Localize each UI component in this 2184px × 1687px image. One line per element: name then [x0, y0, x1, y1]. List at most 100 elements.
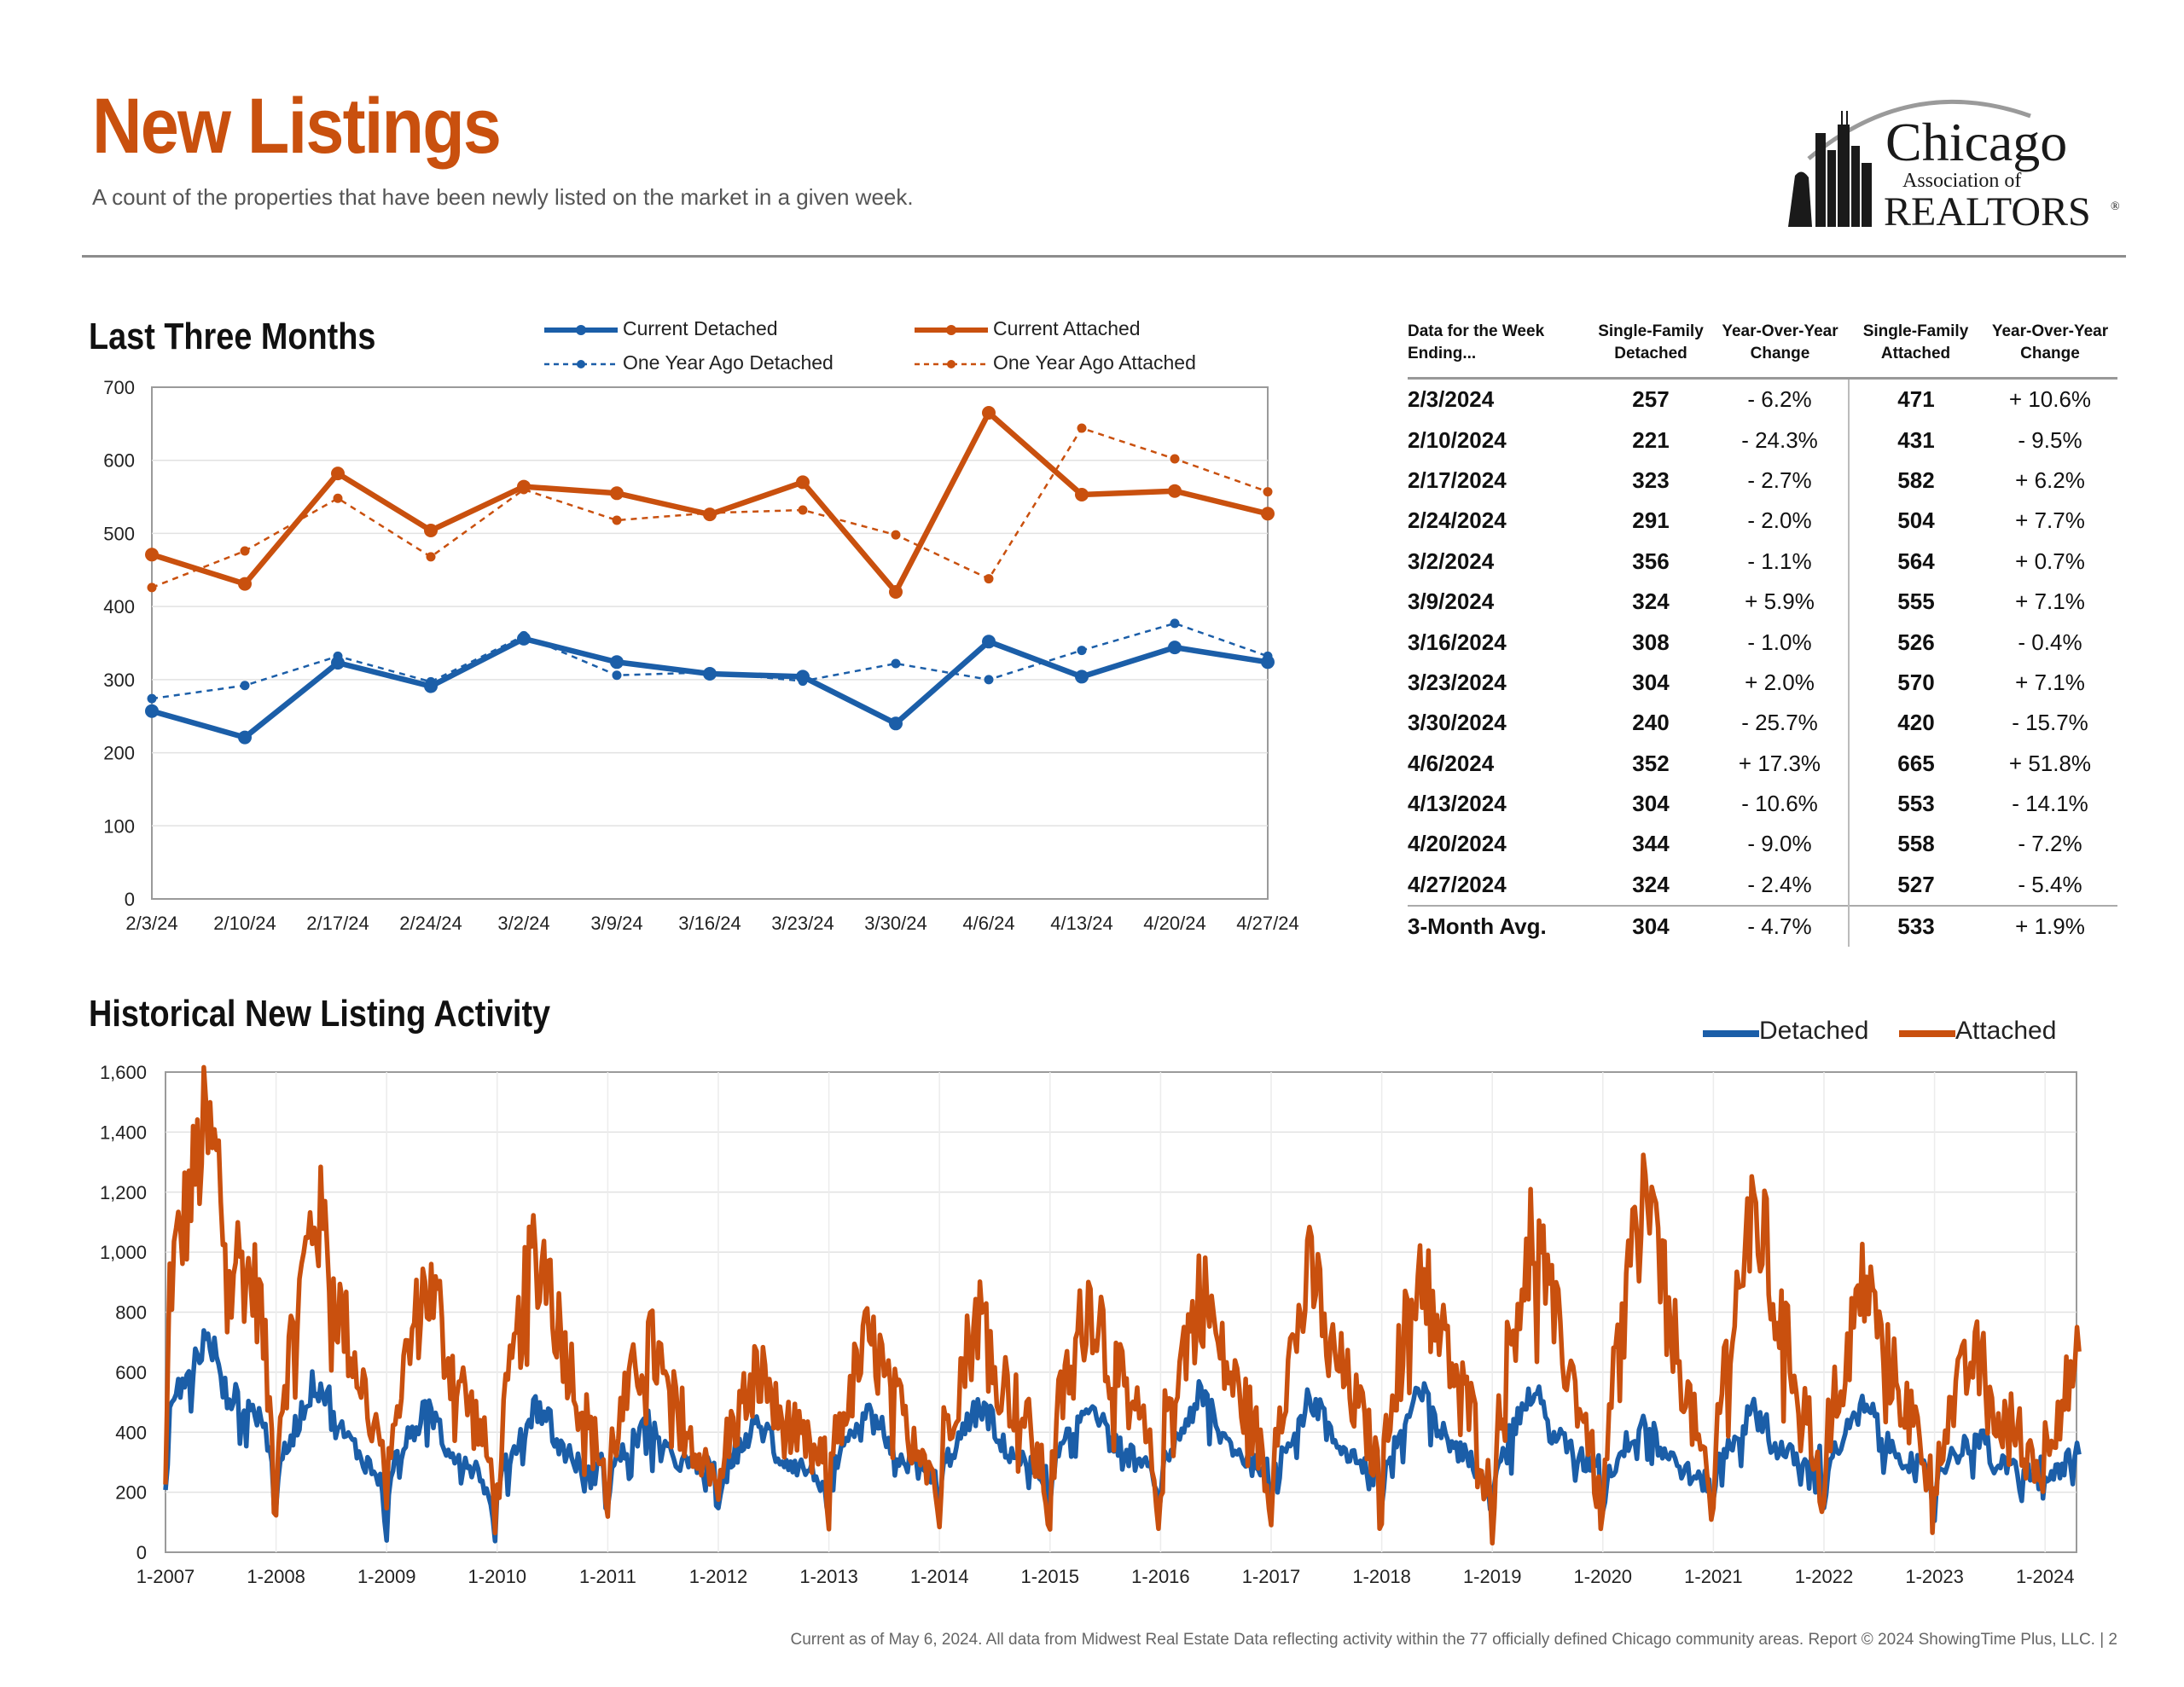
header-divider [82, 255, 2126, 258]
table-header-row: Data for the Week Ending... Single-Famil… [1408, 321, 2117, 379]
chart2-x-tick-label: 1-2014 [910, 1566, 969, 1587]
cell-detached: 304 [1632, 791, 1670, 817]
cell-detached: 291 [1632, 507, 1670, 534]
chart2-x-tick-label: 1-2015 [1021, 1566, 1080, 1587]
chart2-x-tick-label: 1-2008 [247, 1566, 305, 1587]
chart1-data-point [1263, 487, 1273, 497]
table-row: 4/27/2024 324 - 2.4% 527 - 5.4% [1408, 864, 2117, 907]
cell-attached: 570 [1897, 669, 1935, 695]
chart2-y-tick-label: 1,200 [100, 1182, 147, 1203]
chart1-data-point [238, 730, 252, 745]
chart1-data-point [1077, 423, 1087, 433]
chart1-data-point [240, 546, 250, 556]
cell-detached-yoy: - 9.0% [1711, 824, 1850, 865]
chart1-data-point [612, 515, 622, 525]
skyline-icon [1788, 111, 1872, 227]
cell-detached-yoy: - 2.4% [1711, 864, 1850, 907]
header-detached: Single-Family Detached [1598, 322, 1704, 362]
cell-attached: 553 [1897, 791, 1935, 817]
chart1-data-point [982, 635, 996, 649]
header-detached-yoy: Year-Over-Year Change [1722, 322, 1838, 362]
cell-attached-yoy: - 9.5% [2018, 426, 2082, 453]
cell-attached: 555 [1897, 588, 1935, 615]
table-row: 3/9/2024 324 + 5.9% 555 + 7.1% [1408, 581, 2117, 623]
cell-detached: 356 [1632, 548, 1670, 574]
legend-label: One Year Ago Attached [993, 351, 1196, 374]
chart2-y-tick-label: 600 [115, 1362, 147, 1383]
chart1-x-tick-label: 4/13/24 [1050, 913, 1112, 934]
chart1-y-tick-label: 500 [103, 523, 135, 544]
cell-week: 2/3/2024 [1408, 386, 1495, 413]
chart1-data-point [891, 658, 901, 669]
chart1-data-point [612, 670, 622, 681]
chart1-title: Last Three Months [89, 316, 376, 357]
header-attached-yoy: Year-Over-Year Change [1991, 322, 2109, 362]
cell-attached: 431 [1897, 426, 1935, 453]
cell-week: 2/17/2024 [1408, 467, 1507, 493]
chart2-y-tick-label: 1,400 [100, 1122, 147, 1143]
cell-detached-yoy: - 1.1% [1711, 541, 1850, 582]
chart1-x-tick-label: 4/27/24 [1236, 913, 1298, 934]
chart1-data-point [238, 577, 252, 591]
cell-attached: 504 [1897, 507, 1935, 534]
cell-detached: 344 [1632, 831, 1670, 857]
page-subtitle: A count of the properties that have been… [92, 184, 914, 210]
table-row: 3/23/2024 304 + 2.0% 570 + 7.1% [1408, 662, 2117, 704]
chart1-data-point [145, 704, 159, 718]
cell-detached: 221 [1632, 426, 1670, 453]
logo-swoosh [1807, 99, 2031, 160]
cell-attached: 471 [1897, 386, 1935, 413]
chart1-x-tick-label: 3/2/24 [497, 913, 549, 934]
cell-week: 3/2/2024 [1408, 548, 1495, 574]
chart2-y-tick-label: 200 [115, 1482, 147, 1504]
chart2-x-tick-label: 1-2011 [579, 1566, 636, 1587]
chart1-data-point [1261, 507, 1275, 521]
cell-attached: 533 [1849, 905, 1983, 948]
cell-detached: 304 [1632, 669, 1670, 695]
chart1-data-point [1261, 655, 1275, 670]
chart1-x-tick-label: 4/20/24 [1143, 913, 1205, 934]
legend-label: Attached [1955, 1017, 2057, 1045]
chart1-data-point [333, 493, 343, 503]
chart2-x-tick-label: 1-2013 [799, 1566, 858, 1587]
cell-detached-yoy: - 25.7% [1711, 703, 1850, 744]
cell-detached-yoy: - 4.7% [1711, 905, 1850, 948]
chart2-x-tick-label: 1-2012 [689, 1566, 748, 1587]
logo-text-realtors: REALTORS [1884, 189, 2091, 235]
cell-detached: 352 [1632, 750, 1670, 776]
logo-registered-mark: ® [2111, 200, 2120, 213]
chart2-y-tick-label: 1,000 [100, 1242, 147, 1263]
chart2-x-tick-label: 1-2019 [1463, 1566, 1522, 1587]
cell-detached: 240 [1632, 710, 1670, 736]
chart2-x-tick-label: 1-2024 [2016, 1566, 2075, 1587]
chart2-x-tick-label: 1-2022 [1795, 1566, 1854, 1587]
header-week: Data for the Week Ending... [1408, 322, 1545, 362]
chart1-y-tick-label: 700 [103, 377, 135, 398]
weekly-data-table: Data for the Week Ending... Single-Famil… [1408, 321, 2117, 948]
chart1-data-point [147, 583, 157, 593]
footer-note: Current as of May 6, 2024. All data from… [790, 1631, 2117, 1649]
chart2-x-tick-label: 1-2021 [1684, 1566, 1743, 1587]
chart1-data-point [1077, 646, 1087, 656]
cell-attached-yoy: + 51.8% [2008, 750, 2092, 776]
cell-attached: 558 [1897, 831, 1935, 857]
legend-label: Current Attached [993, 317, 1141, 339]
chart1-data-point [331, 656, 345, 670]
cell-detached: 324 [1632, 871, 1670, 897]
header-attached: Single-Family Attached [1862, 322, 1969, 362]
cell-detached-yoy: - 2.0% [1711, 501, 1850, 542]
cell-attached-yoy: - 15.7% [2012, 710, 2088, 736]
table-row: 3/30/2024 240 - 25.7% 420 - 15.7% [1408, 703, 2117, 744]
chicago-realtors-logo: Chicago Association of REALTORS ® [1788, 99, 2120, 235]
cell-week: 4/13/2024 [1408, 791, 1507, 817]
chart1-x-tick-label: 4/6/24 [962, 913, 1014, 934]
chart1-data-point [424, 524, 438, 537]
table-row: 2/3/2024 257 - 6.2% 471 + 10.6% [1408, 378, 2117, 420]
cell-attached-yoy: - 5.4% [2018, 871, 2082, 897]
table-row: 3/16/2024 308 - 1.0% 526 - 0.4% [1408, 622, 2117, 663]
chart1-y-tick-label: 300 [103, 670, 135, 691]
chart2-x-tick-label: 1-2009 [357, 1566, 416, 1587]
cell-detached-yoy: + 2.0% [1711, 662, 1850, 704]
chart2-y-tick-label: 1,600 [100, 1062, 147, 1083]
chart2-x-tick-label: 1-2020 [1574, 1566, 1633, 1587]
